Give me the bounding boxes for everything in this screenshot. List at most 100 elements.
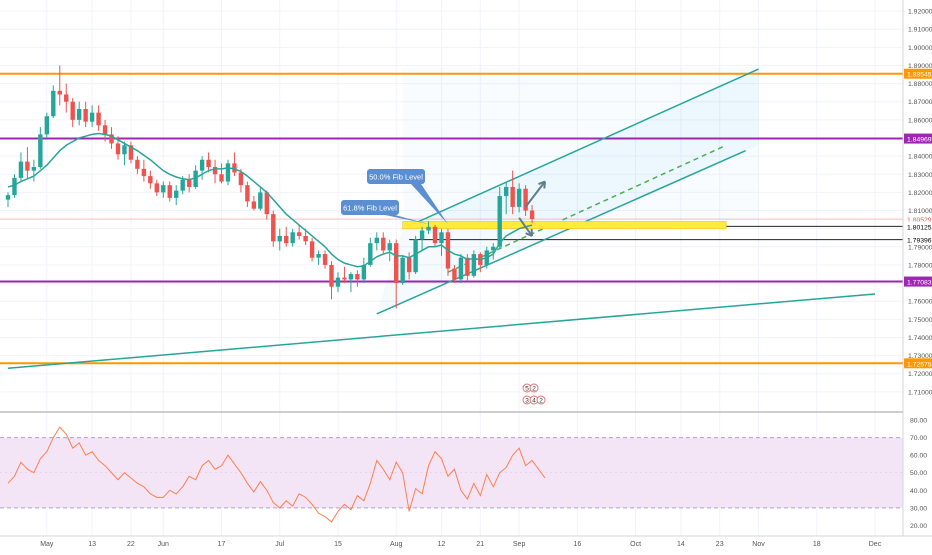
channel-shade	[377, 67, 759, 314]
price-tick-label: 1.71000	[908, 389, 932, 396]
candle-body	[271, 214, 275, 241]
price-tick-label: 1.82000	[908, 190, 932, 197]
time-tick-label: 12	[438, 541, 446, 548]
projection-box	[403, 67, 759, 220]
candle-body	[51, 91, 55, 116]
time-tick-label: 23	[716, 541, 724, 548]
candle-body	[452, 269, 456, 280]
candle-body	[530, 211, 534, 220]
time-tick-label: 15	[334, 541, 342, 548]
candle-body	[342, 278, 346, 280]
candle-body	[355, 274, 359, 279]
candle-body	[168, 185, 172, 198]
purple-level-tag-label: 1.84969	[907, 137, 932, 144]
orange-level-tag-label: 1.72575	[907, 361, 932, 368]
candle-body	[174, 191, 178, 198]
candle-body	[375, 238, 379, 243]
price-tick-label: 1.88000	[908, 81, 932, 88]
candle-body	[122, 145, 126, 154]
event-badge-label: 5	[525, 386, 529, 393]
candle-body	[12, 178, 16, 195]
candle-body	[25, 162, 29, 171]
candle-body	[290, 232, 294, 243]
rsi-tick-label: 50.00	[910, 470, 927, 477]
candle-body	[407, 258, 411, 273]
candle-body	[284, 236, 288, 243]
candle-body	[187, 180, 191, 187]
candle-body	[381, 238, 385, 251]
projection-arrow-head	[544, 182, 545, 189]
candle-body	[491, 247, 495, 251]
candle-body	[349, 274, 353, 279]
event-badge-label: 2	[539, 398, 543, 405]
candle-body	[278, 236, 282, 241]
rsi-tick-label: 20.00	[910, 523, 927, 530]
yellow-zone	[403, 221, 727, 228]
price-tick-label: 1.74000	[908, 335, 932, 342]
candle-body	[161, 185, 165, 192]
time-tick-label: 21	[476, 541, 484, 548]
price-tick-label: 1.81000	[908, 208, 932, 215]
candle-body	[303, 236, 307, 241]
price-tick-label: 1.75000	[908, 317, 932, 324]
candle-body	[252, 201, 256, 208]
candle-body	[413, 240, 417, 273]
candle-body	[103, 125, 107, 134]
candle-body	[116, 143, 120, 154]
time-tick-label: Sep	[513, 541, 526, 548]
candle-body	[265, 192, 269, 214]
orange-level-tag-label: 1.88545	[907, 72, 932, 79]
event-badge-label: 2	[532, 386, 536, 393]
candle-body	[420, 230, 424, 239]
candle-body	[83, 109, 87, 122]
candle-body	[439, 232, 443, 243]
event-badge-label: 4	[532, 398, 536, 405]
candle-body	[200, 160, 204, 171]
candle-body	[362, 265, 366, 280]
rsi-tick-label: 70.00	[910, 435, 927, 442]
time-tick-label: Aug	[390, 541, 403, 548]
time-tick-label: Oct	[630, 541, 641, 548]
purple-level-tag-label: 1.77083	[907, 280, 932, 287]
time-tick-label: Nov	[752, 541, 765, 548]
candle-body	[226, 163, 230, 181]
price-tick-label: 1.78000	[908, 262, 932, 269]
horizontal-price-tag-label: 1.79396	[907, 238, 932, 245]
candle-body	[180, 180, 184, 191]
rsi-tick-label: 80.00	[910, 418, 927, 425]
candle-body	[517, 189, 521, 207]
candle-body	[239, 172, 243, 185]
time-tick-label: Dec	[869, 541, 882, 548]
candle-body	[245, 185, 249, 201]
time-tick-label: 16	[573, 541, 581, 548]
time-tick-label: 18	[813, 541, 821, 548]
candle-body	[19, 162, 23, 178]
candle-body	[206, 160, 210, 167]
candle-body	[135, 160, 139, 169]
candle-body	[90, 113, 94, 122]
candle-body	[96, 113, 100, 126]
rsi-pane	[0, 412, 903, 522]
callout-label: 50.0% Fib Level	[369, 173, 423, 182]
candle-body	[64, 94, 68, 101]
candle-body	[219, 174, 223, 181]
event-badge-label: 3	[525, 398, 529, 405]
price-tick-label: 1.72000	[908, 371, 932, 378]
rsi-tick-label: 30.00	[910, 505, 927, 512]
candle-body	[510, 187, 514, 207]
price-tick-label: 1.90000	[908, 45, 932, 52]
candle-body	[58, 91, 62, 95]
candle-body	[38, 134, 42, 167]
price-tick-label: 1.91000	[908, 27, 932, 34]
support-zone	[403, 221, 727, 228]
candle-body	[388, 243, 392, 250]
price-tick-label: 1.83000	[908, 172, 932, 179]
rsi-tick-label: 60.00	[910, 453, 927, 460]
candle-body	[426, 227, 430, 231]
candle-body	[77, 109, 81, 120]
candle-body	[459, 258, 463, 280]
time-tick-label: 13	[88, 541, 96, 548]
time-tick-label: 17	[218, 541, 226, 548]
